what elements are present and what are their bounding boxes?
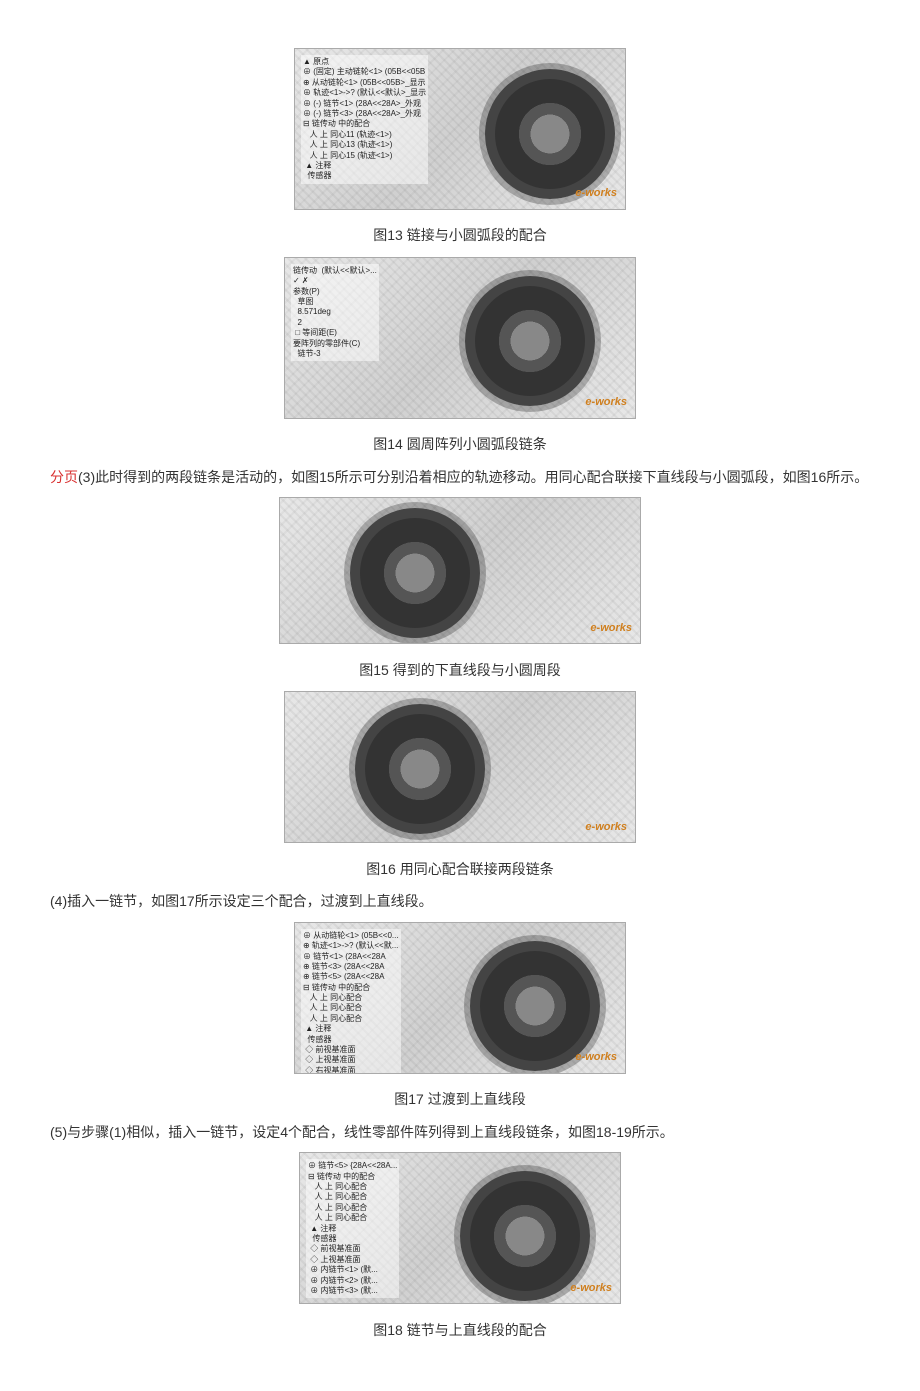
figure-14-tree: 链传动 (默认<<默认>... ✓ ✗ 参数(P) 草图 8.571deg 2 … bbox=[291, 264, 379, 362]
figure-17-caption: 图17 过渡到上直线段 bbox=[50, 1088, 870, 1110]
figure-13-tree: ▲ 原点 ⊕ (固定) 主动链轮<1> (05B<<05B ⊕ 从动链轮<1> … bbox=[301, 55, 428, 184]
figure-18-tree: ⊕ 链节<5> {28A<<28A... ⊟ 链传动 中的配合 人 上 同心配合… bbox=[306, 1159, 399, 1298]
figure-15-caption: 图15 得到的下直线段与小圆周段 bbox=[50, 659, 870, 681]
figure-17-image: ⊕ 从动链轮<1> (05B<<0... ⊕ 轨迹<1>->? (默认<<默..… bbox=[294, 922, 626, 1074]
figure-16-image: e-works bbox=[284, 691, 636, 843]
figure-18-image: ⊕ 链节<5> {28A<<28A... ⊟ 链传动 中的配合 人 上 同心配合… bbox=[299, 1152, 621, 1304]
figure-16-gear bbox=[355, 704, 485, 834]
figure-14-watermark: e-works bbox=[585, 394, 627, 412]
figure-17-watermark: e-works bbox=[575, 1049, 617, 1067]
figure-16-block: e-works bbox=[50, 691, 870, 849]
figure-14-gear bbox=[465, 276, 595, 406]
figure-18-caption: 图18 链节与上直线段的配合 bbox=[50, 1319, 870, 1341]
figure-15-image: e-works bbox=[279, 497, 641, 644]
paragraph-3-body: (3)此时得到的两段链条是活动的，如图15所示可分别沿着相应的轨迹移动。用同心配… bbox=[78, 469, 868, 485]
figure-14-image: 链传动 (默认<<默认>... ✓ ✗ 参数(P) 草图 8.571deg 2 … bbox=[284, 257, 636, 419]
figure-16-watermark: e-works bbox=[585, 819, 627, 837]
figure-14-caption: 图14 圆周阵列小圆弧段链条 bbox=[50, 433, 870, 455]
figure-13-caption: 图13 链接与小圆弧段的配合 bbox=[50, 224, 870, 246]
paragraph-4: (4)插入一链节，如图17所示设定三个配合，过渡到上直线段。 bbox=[50, 890, 870, 914]
figure-13-gear bbox=[485, 69, 615, 199]
figure-14-block: 链传动 (默认<<默认>... ✓ ✗ 参数(P) 草图 8.571deg 2 … bbox=[50, 257, 870, 425]
figure-15-watermark: e-works bbox=[590, 620, 632, 638]
figure-15-block: e-works bbox=[50, 497, 870, 650]
pagebreak-label: 分页 bbox=[50, 469, 78, 485]
figure-13-image: ▲ 原点 ⊕ (固定) 主动链轮<1> (05B<<05B ⊕ 从动链轮<1> … bbox=[294, 48, 626, 210]
figure-17-block: ⊕ 从动链轮<1> (05B<<0... ⊕ 轨迹<1>->? (默认<<默..… bbox=[50, 922, 870, 1080]
figure-17-tree: ⊕ 从动链轮<1> (05B<<0... ⊕ 轨迹<1>->? (默认<<默..… bbox=[301, 929, 401, 1074]
figure-13-watermark: e-works bbox=[575, 185, 617, 203]
figure-18-block: ⊕ 链节<5> {28A<<28A... ⊟ 链传动 中的配合 人 上 同心配合… bbox=[50, 1152, 870, 1310]
figure-16-caption: 图16 用同心配合联接两段链条 bbox=[50, 858, 870, 880]
figure-13-block: ▲ 原点 ⊕ (固定) 主动链轮<1> (05B<<05B ⊕ 从动链轮<1> … bbox=[50, 48, 870, 216]
paragraph-5: (5)与步骤(1)相似，插入一链节，设定4个配合，线性零部件阵列得到上直线段链条… bbox=[50, 1121, 870, 1145]
paragraph-3: 分页(3)此时得到的两段链条是活动的，如图15所示可分别沿着相应的轨迹移动。用同… bbox=[50, 466, 870, 490]
figure-15-gear bbox=[350, 508, 480, 638]
figure-18-watermark: e-works bbox=[570, 1280, 612, 1298]
